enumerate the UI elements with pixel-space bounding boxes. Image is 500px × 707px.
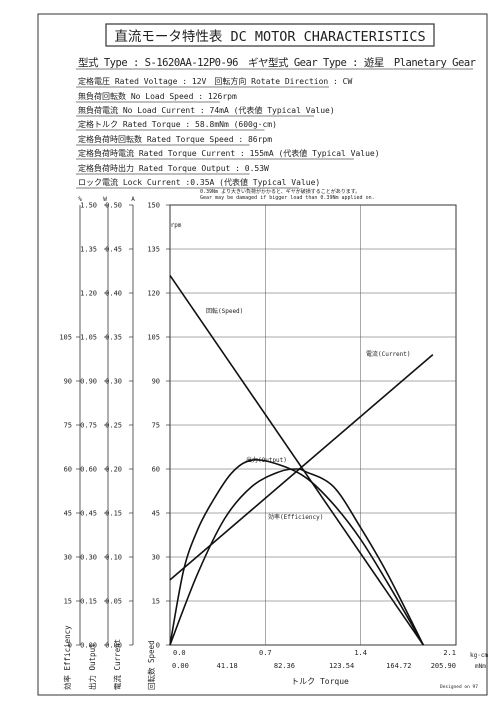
- x-axis: 0.0 0.7 1.4 2.1 0.00 41.18 82.36 123.54 164.72 20…: [172, 649, 456, 670]
- y-tick-label: 0.25: [105, 422, 122, 430]
- plot-grid: [170, 205, 456, 645]
- y-tick-label: 90: [64, 378, 72, 386]
- y-tick-label: 0.15: [105, 510, 122, 518]
- series-line: [169, 353, 434, 581]
- y-tick-label: 135: [147, 246, 160, 254]
- y-tick-label: 150: [147, 202, 160, 210]
- y-tick-label: 30: [152, 554, 160, 562]
- spec-line: 定格トルク Rated Torque : 58.8mNm (600g·cm): [78, 119, 277, 129]
- x-tick-bottom: 164.72: [386, 662, 411, 670]
- series-label: 回転(Speed): [206, 307, 243, 315]
- y-tick-label: 0.90: [80, 378, 97, 386]
- spec-line: 型式 Type : S-1620AA-12P0-96 ギヤ型式 Gear Typ…: [78, 56, 476, 69]
- series-label: 効率(Efficiency): [268, 513, 323, 521]
- y-tick-label: 75: [64, 422, 72, 430]
- series-line: [169, 274, 424, 646]
- series-line: [169, 468, 425, 646]
- y-tick-label: 1.35: [80, 246, 97, 254]
- y-axes: 0 15 30 45 60 75 90 105% 効率 Efficiency 0.00 0.15 0.…: [59, 196, 181, 690]
- sheet-border: [37, 13, 488, 696]
- note-en: Gear may be damaged if bigger load than …: [200, 195, 375, 201]
- y-tick-label: 45: [64, 510, 72, 518]
- x-axis-label: トルク Torque: [291, 677, 349, 686]
- spec-line: 無負荷回転数 No Load Speed : 126rpm: [78, 91, 237, 101]
- spec-line: 定格負荷時出力 Rated Torque Output : 0.53W: [78, 163, 269, 173]
- x-tick-top: 0.7: [259, 649, 272, 657]
- spec-line: 定格負荷時電流 Rated Torque Current : 155mA (代表…: [78, 148, 380, 158]
- x-tick-bottom: 41.18: [217, 662, 238, 670]
- y-tick-label: 0.35: [105, 334, 122, 342]
- y-tick-label: 0: [156, 642, 160, 650]
- x-tick-top: 1.4: [354, 649, 367, 657]
- x-unit-bottom: mNm: [475, 663, 486, 670]
- x-tick-bottom: 123.54: [329, 662, 354, 670]
- y-tick-label: 0: [68, 642, 72, 650]
- x-tick-top: 2.1: [443, 649, 456, 657]
- spec-block: 型式 Type : S-1620AA-12P0-96 ギヤ型式 Gear Typ…: [76, 56, 476, 189]
- y-tick-label: 105: [59, 334, 72, 342]
- y-tick-label: 0.50: [105, 202, 122, 210]
- y-tick-label: 0.45: [105, 246, 122, 254]
- series-label: 電流(Current): [366, 350, 411, 358]
- y-tick-label: 75: [152, 422, 160, 430]
- y-tick-label: 120: [147, 290, 160, 298]
- series-layer: 回転(Speed) 電流(Current) 出力(Output) 効率(Efficie…: [169, 274, 434, 646]
- title-box: [105, 23, 435, 47]
- x-unit-top: kg·cm: [470, 652, 488, 659]
- y-tick-label: 0.40: [105, 290, 122, 298]
- y-tick-label: 60: [152, 466, 160, 474]
- y-tick-label: 0.75: [80, 422, 97, 430]
- spec-line: 無負荷電流 No Load Current : 74mA (代表値 Typica…: [78, 105, 335, 115]
- y-tick-label: 15: [152, 598, 160, 606]
- y-axis-unit: %: [78, 196, 82, 203]
- spec-line: 定格負荷時回転数 Rated Torque Speed : 86rpm: [78, 134, 272, 144]
- spec-line: 定格電圧 Rated Voltage : 12V 回転方向 Rotate Dir…: [78, 76, 352, 86]
- y-tick-label: 1.50: [80, 202, 97, 210]
- y-tick-label: 60: [64, 466, 72, 474]
- y-axis-unit: W: [103, 196, 107, 203]
- y-axis-unit: rpm: [171, 222, 182, 229]
- y-tick-label: 1.20: [80, 290, 97, 298]
- y-tick-label: 1.05: [80, 334, 97, 342]
- y-tick-label: 15: [64, 598, 72, 606]
- x-tick-bottom: 205.90: [431, 662, 456, 670]
- y-tick-label: 0.30: [80, 554, 97, 562]
- y-axis-label: 効率 Efficiency: [62, 625, 72, 690]
- y-tick-label: 0.15: [80, 598, 97, 606]
- footer-credit: Designed on 97: [440, 684, 478, 690]
- x-tick-bottom: 82.36: [274, 662, 295, 670]
- y-axis-unit: A: [131, 196, 135, 203]
- y-tick-label: 0.00: [80, 642, 97, 650]
- y-tick-label: 0.10: [105, 554, 122, 562]
- y-axis-label: 回転数 Speed: [146, 640, 156, 690]
- y-tick-label: 0.05: [105, 598, 122, 606]
- y-axis-label: 電流 Current: [112, 639, 122, 690]
- x-tick-top: 0.0: [173, 649, 186, 657]
- series-line: [169, 459, 425, 646]
- y-tick-label: 0.20: [105, 466, 122, 474]
- y-tick-label: 0.45: [80, 510, 97, 518]
- y-tick-label: 0.60: [80, 466, 97, 474]
- y-tick-label: 90: [152, 378, 160, 386]
- y-axis-label: 出力 Output: [87, 643, 97, 690]
- y-tick-label: 105: [147, 334, 160, 342]
- note-jp: 0.39Nm より大きい負荷がかかると、ギヤが破損することがあります。: [200, 188, 360, 195]
- x-tick-bottom: 0.00: [172, 662, 189, 670]
- y-tick-label: 0.30: [105, 378, 122, 386]
- y-tick-label: 30: [64, 554, 72, 562]
- y-tick-label: 45: [152, 510, 160, 518]
- spec-line: ロック電流 Lock Current :0.35A (代表値 Typical V…: [78, 177, 320, 187]
- y-tick-label: 0.00: [105, 642, 122, 650]
- sheet-title: 直流モータ特性表 DC MOTOR CHARACTERISTICS: [114, 29, 425, 45]
- series-label: 出力(Output): [246, 456, 287, 464]
